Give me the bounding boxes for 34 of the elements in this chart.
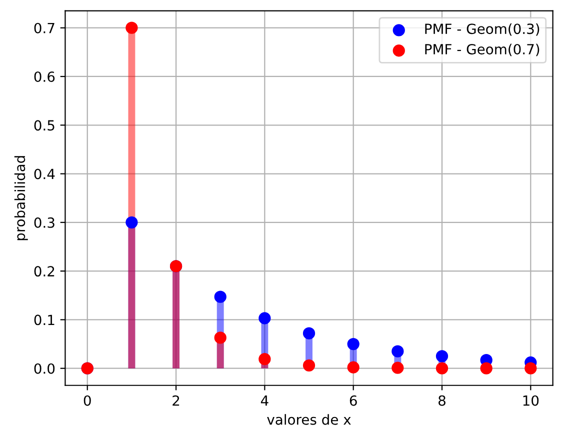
x-tick-label: 6 xyxy=(350,395,357,406)
point xyxy=(214,332,226,344)
point xyxy=(258,353,271,366)
y-tick-label: 0.4 xyxy=(34,168,55,180)
point xyxy=(392,362,404,374)
x-tick-label: 8 xyxy=(438,395,446,406)
y-tick-label: 0.5 xyxy=(34,120,54,131)
x-tick-label: 10 xyxy=(523,395,539,406)
legend-label: PMF - Geom(0.3) xyxy=(425,23,540,36)
point xyxy=(347,361,360,374)
point xyxy=(480,362,492,374)
point xyxy=(436,350,448,362)
point xyxy=(302,327,316,340)
y-tick-label: 0.7 xyxy=(34,22,54,34)
point xyxy=(436,362,448,374)
x-tick-label: 2 xyxy=(172,395,180,406)
y-tick-label: 0.1 xyxy=(34,314,54,326)
point xyxy=(258,312,271,324)
point xyxy=(392,345,404,358)
y-axis-title: probabilidad xyxy=(14,156,28,240)
x-tick-label: 4 xyxy=(260,396,268,406)
point xyxy=(524,362,537,374)
point xyxy=(126,216,138,228)
y-tick-label: 0.6 xyxy=(34,71,55,82)
point xyxy=(347,338,360,350)
x-tick-label: 0 xyxy=(84,395,91,406)
legend-label: PMF - Geom(0.7) xyxy=(425,44,540,56)
y-tick-label: 0.0 xyxy=(34,363,55,374)
point xyxy=(302,359,316,372)
x-axis-title: valores de x xyxy=(267,414,351,425)
point xyxy=(214,290,226,303)
y-tick-label: 0.2 xyxy=(34,266,54,277)
point xyxy=(126,22,138,34)
y-tick-label: 0.3 xyxy=(34,217,54,228)
